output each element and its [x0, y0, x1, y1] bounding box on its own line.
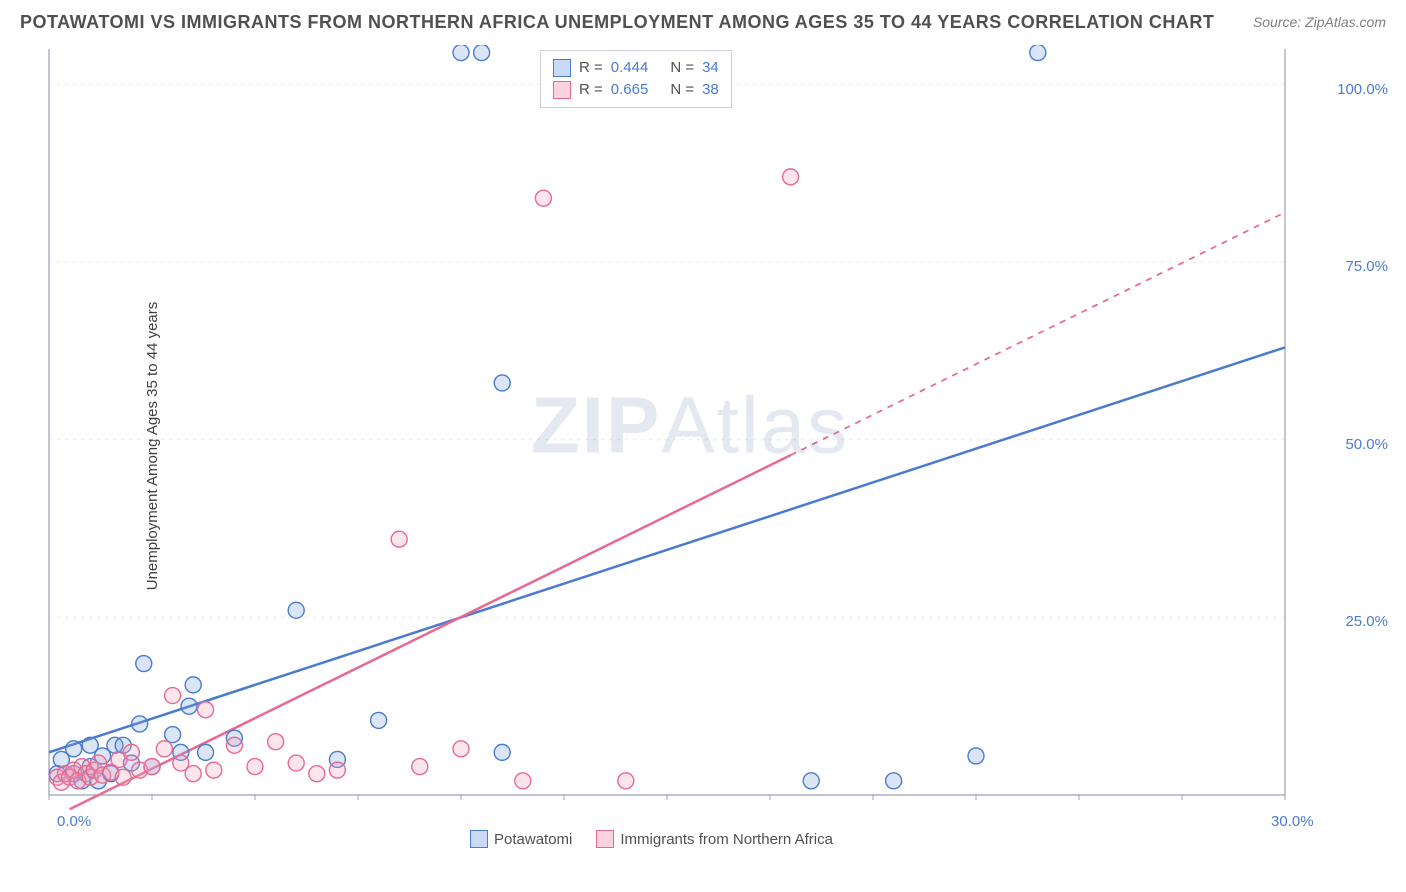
- source-label: Source: ZipAtlas.com: [1253, 14, 1386, 30]
- plot-area: ZIPAtlas: [45, 45, 1335, 815]
- stats-row-blue: R = 0.444 N = 34: [553, 57, 719, 79]
- swatch-pink: [553, 81, 571, 99]
- legend-item-pink: Immigrants from Northern Africa: [596, 830, 833, 848]
- x-tick-label: 0.0%: [57, 813, 91, 830]
- n-label: N =: [670, 79, 694, 101]
- r-value-blue: 0.444: [611, 57, 649, 79]
- y-tick-label: 100.0%: [1337, 81, 1388, 98]
- swatch-pink: [596, 830, 614, 848]
- x-tick-label: 30.0%: [1271, 813, 1314, 830]
- n-value-pink: 38: [702, 79, 719, 101]
- legend-item-blue: Potawatomi: [470, 830, 572, 848]
- series-legend: Potawatomi Immigrants from Northern Afri…: [470, 830, 833, 848]
- n-value-blue: 34: [702, 57, 719, 79]
- r-label: R =: [579, 79, 603, 101]
- swatch-blue: [553, 59, 571, 77]
- r-label: R =: [579, 57, 603, 79]
- y-tick-label: 75.0%: [1345, 258, 1388, 275]
- stats-legend: R = 0.444 N = 34 R = 0.665 N = 38: [540, 50, 732, 108]
- legend-label-pink: Immigrants from Northern Africa: [620, 831, 833, 848]
- chart-title: POTAWATOMI VS IMMIGRANTS FROM NORTHERN A…: [20, 12, 1214, 33]
- n-label: N =: [670, 57, 694, 79]
- source-link[interactable]: ZipAtlas.com: [1305, 14, 1386, 30]
- stats-row-pink: R = 0.665 N = 38: [553, 79, 719, 101]
- swatch-blue: [470, 830, 488, 848]
- y-tick-label: 25.0%: [1345, 613, 1388, 630]
- source-prefix: Source:: [1253, 14, 1305, 30]
- r-value-pink: 0.665: [611, 79, 649, 101]
- chart-container: POTAWATOMI VS IMMIGRANTS FROM NORTHERN A…: [0, 0, 1406, 892]
- y-tick-label: 50.0%: [1345, 436, 1388, 453]
- legend-label-blue: Potawatomi: [494, 831, 572, 848]
- scatter-chart: [45, 45, 1335, 815]
